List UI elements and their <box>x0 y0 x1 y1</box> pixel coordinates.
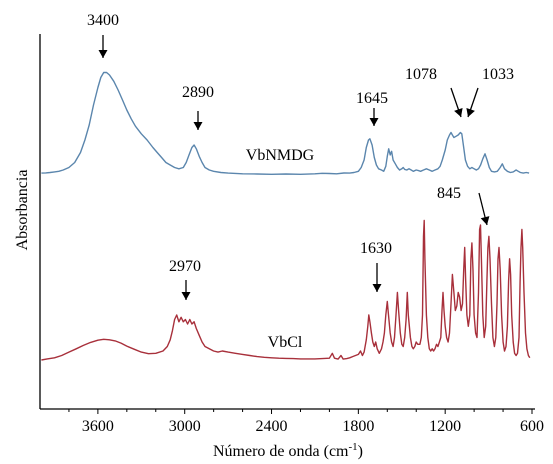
peak-label: 1078 <box>405 66 437 83</box>
peak-annotation: 2970 <box>169 258 201 300</box>
x-tick-label: 1800 <box>342 418 374 435</box>
peak-label: 2970 <box>169 258 201 275</box>
peak-annotation: 1630 <box>360 240 392 292</box>
peak-arrow-head <box>466 108 475 117</box>
peak-label: 1645 <box>356 90 388 107</box>
peak-label: 1630 <box>360 240 392 257</box>
peak-arrow-head <box>454 108 463 117</box>
peak-annotation: 1645 <box>356 90 388 126</box>
series-line-vbnmdg <box>41 71 530 175</box>
x-tick-label: 2400 <box>256 418 288 435</box>
peak-label: 3400 <box>87 12 119 29</box>
series-line-vbcl <box>41 219 531 361</box>
peak-annotation: 845 <box>437 185 490 226</box>
series-label-vbnmdg: VbNMDG <box>246 147 315 164</box>
peak-label: 2890 <box>182 84 214 101</box>
peak-arrow-head <box>372 284 382 292</box>
peak-arrow-head <box>193 122 203 130</box>
x-tick-label: 600 <box>520 418 544 435</box>
peak-label: 845 <box>437 185 461 202</box>
peak-annotation: 3400 <box>87 12 119 58</box>
plot-area <box>39 34 535 410</box>
series-labels: VbNMDG VbCl <box>246 147 315 351</box>
peak-annotations: 3400 2890 1645 1078 1033 2970 1630 845 <box>87 12 514 300</box>
x-axis-tick-labels: 3600 3000 2400 1800 1200 600 <box>82 418 544 435</box>
peak-arrow-head <box>480 216 490 225</box>
peak-label: 1033 <box>482 66 514 83</box>
y-axis-title: Absorbancia <box>14 170 31 251</box>
x-tick-label: 1200 <box>429 418 461 435</box>
x-axis-ticks <box>68 409 533 414</box>
x-axis-title: Número de onda (cm-1) <box>213 441 363 460</box>
series-lines <box>41 71 531 361</box>
peak-arrow-head <box>369 118 379 126</box>
peak-annotation: 1078 <box>405 66 463 118</box>
peak-annotation: 1033 <box>466 66 514 118</box>
x-tick-label: 3600 <box>82 418 114 435</box>
peak-arrow-head <box>98 50 108 58</box>
series-label-vbcl: VbCl <box>268 334 303 351</box>
x-tick-label: 3000 <box>169 418 201 435</box>
peak-annotation: 2890 <box>182 84 214 130</box>
peak-arrow-head <box>181 292 191 300</box>
